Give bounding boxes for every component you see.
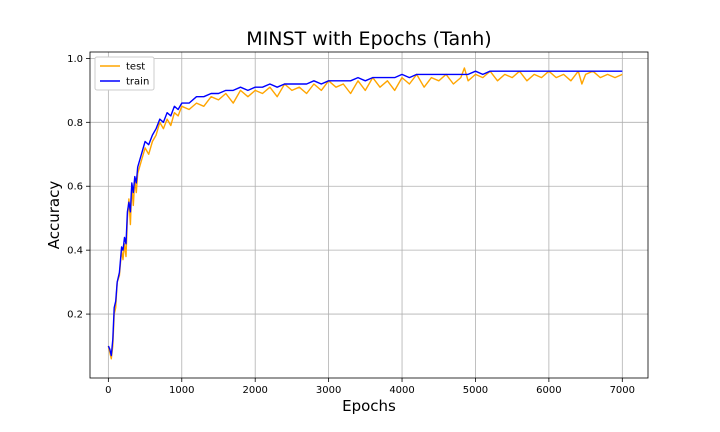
x-tick-label: 0 <box>105 385 111 396</box>
axis-ticks: 0 1000 2000 3000 4000 5000 6000 7000 0.2 0.4 0.6 0.… <box>67 54 635 396</box>
x-tick-label: 3000 <box>316 385 341 396</box>
y-tick-label: 0.8 <box>67 118 83 129</box>
y-axis-label: Accuracy <box>45 181 63 250</box>
x-tick-label: 7000 <box>610 385 635 396</box>
y-tick-label: 0.2 <box>67 310 83 321</box>
x-tick-label: 4000 <box>389 385 414 396</box>
legend-label-test: test <box>126 62 145 73</box>
plot-frame <box>89 51 649 379</box>
chart-title: MINST with Epochs (Tanh) <box>246 28 491 50</box>
plot-series <box>107 67 623 360</box>
series-line-train <box>107 70 623 357</box>
legend: test train <box>94 56 155 91</box>
x-axis-label: Epochs <box>342 397 396 415</box>
y-tick-label: 1.0 <box>67 54 83 65</box>
x-tick-label: 1000 <box>169 385 194 396</box>
x-tick-label: 2000 <box>242 385 267 396</box>
grid <box>90 52 648 378</box>
x-tick-label: 5000 <box>463 385 488 396</box>
y-tick-label: 0.4 <box>67 246 83 257</box>
legend-label-train: train <box>126 77 149 88</box>
x-tick-label: 6000 <box>536 385 561 396</box>
y-tick-label: 0.6 <box>67 182 83 193</box>
series-line-test <box>107 67 623 360</box>
